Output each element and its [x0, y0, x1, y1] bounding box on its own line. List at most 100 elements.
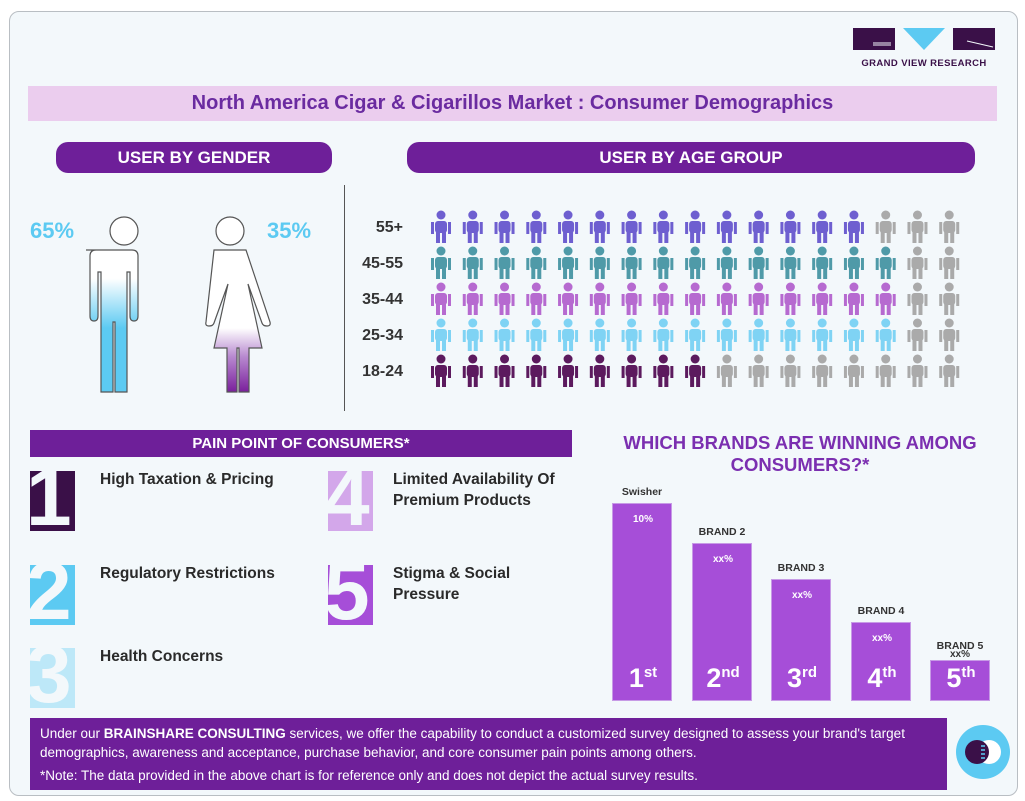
- pain-number-2-icon: 2: [30, 565, 75, 625]
- elderly-person-icon: [558, 210, 579, 243]
- couple-icon: [653, 318, 674, 351]
- running-person-icon: [843, 354, 864, 387]
- page-title: North America Cigar & Cigarillos Market …: [28, 86, 997, 121]
- family-icon: [875, 282, 896, 315]
- brand-rank: 3rd: [772, 663, 832, 694]
- running-person-icon: [780, 354, 801, 387]
- elderly-person-icon: [716, 210, 737, 243]
- pain-point-header: PAIN POINT OF CONSUMERS*: [30, 430, 572, 457]
- elderly-person-icon: [685, 210, 706, 243]
- elderly-person-icon: [907, 210, 928, 243]
- elderly-person-icon: [431, 210, 451, 243]
- age-row-25-34: [431, 318, 960, 351]
- family-icon: [558, 282, 579, 315]
- family-icon: [780, 246, 801, 279]
- couple-icon: [780, 318, 801, 351]
- family-icon: [431, 282, 451, 315]
- family-icon: [748, 246, 769, 279]
- brand-bar: xx% 5th: [930, 649, 991, 701]
- brand-value-label: 10%: [632, 514, 653, 525]
- running-person-icon: [494, 354, 515, 387]
- age-row-35-44: [431, 282, 960, 315]
- female-figure-icon: [205, 216, 271, 393]
- family-icon: [494, 246, 515, 279]
- brand-bar: xx% 2nd: [692, 543, 752, 701]
- pain-point-text: Stigma & Social Pressure: [393, 565, 511, 603]
- running-person-icon: [939, 354, 960, 387]
- brainshare-consulting-link[interactable]: BRAINSHARE CONSULTING: [103, 726, 286, 741]
- rank-suffix: nd: [721, 664, 740, 681]
- couple-icon: [462, 318, 483, 351]
- running-person-icon: [685, 354, 706, 387]
- family-icon: [907, 282, 928, 315]
- couple-icon: [843, 318, 864, 351]
- consulting-text: Under our BRAINSHARE CONSULTING services…: [40, 724, 937, 762]
- couple-icon: [748, 318, 769, 351]
- couple-icon: [431, 318, 451, 351]
- family-icon: [812, 282, 833, 315]
- infographic-frame: [9, 11, 1018, 796]
- family-icon: [653, 282, 674, 315]
- elderly-person-icon: [621, 210, 642, 243]
- couple-icon: [558, 318, 579, 351]
- pain-point-text: Limited Availability Of Premium Products: [393, 471, 555, 509]
- rank-suffix: rd: [802, 664, 818, 681]
- couple-icon: [685, 318, 706, 351]
- family-icon: [685, 246, 706, 279]
- family-icon: [685, 282, 706, 315]
- elderly-person-icon: [526, 210, 547, 243]
- elderly-person-icon: [875, 210, 896, 243]
- logo-text: GRAND VIEW RESEARCH: [861, 58, 987, 69]
- running-person-icon: [431, 354, 451, 387]
- family-icon: [621, 246, 642, 279]
- family-icon: [812, 246, 833, 279]
- brands-chart-title: WHICH BRANDS ARE WINNING AMONG CONSUMERS…: [623, 432, 977, 475]
- rank-number: 5: [946, 663, 962, 693]
- disclaimer-note: *Note: The data provided in the above ch…: [40, 768, 698, 783]
- couple-icon: [875, 318, 896, 351]
- brand-name: BRAND 3: [777, 562, 825, 574]
- running-person-icon: [907, 354, 928, 387]
- family-icon: [431, 246, 451, 279]
- consulting-info-box: Under our BRAINSHARE CONSULTING services…: [30, 718, 947, 790]
- pain-number: 3: [30, 648, 72, 708]
- footer-post: services, we offer the capability to con…: [40, 726, 905, 760]
- elderly-person-icon: [812, 210, 833, 243]
- couple-icon: [812, 318, 833, 351]
- brand-bar: 10% 1st: [612, 503, 672, 701]
- elderly-person-icon: [843, 210, 864, 243]
- pain-number: 5: [328, 565, 370, 625]
- running-person-icon: [526, 354, 547, 387]
- pain-number-5-icon: 5: [328, 565, 373, 625]
- pain-point-text: High Taxation & Pricing: [100, 471, 274, 488]
- family-icon: [526, 246, 547, 279]
- brand-value-label: xx%: [791, 590, 812, 601]
- pain-number-1-icon: 1: [30, 471, 75, 531]
- age-row-45-55: [431, 246, 960, 279]
- family-icon: [843, 282, 864, 315]
- brand-rank: 2nd: [693, 663, 753, 694]
- brand-name: BRAND 2: [698, 526, 746, 538]
- brand-rank: 5th: [931, 663, 991, 694]
- brainshare-icon[interactable]: [955, 724, 1011, 780]
- age-row-55+: [431, 210, 960, 243]
- couple-icon: [494, 318, 515, 351]
- female-percentage: 35%: [267, 218, 312, 243]
- pain-point-text: Regulatory Restrictions: [100, 565, 275, 582]
- gender-header: USER BY GENDER: [56, 142, 332, 173]
- family-icon: [875, 246, 896, 279]
- age-label: 55+: [375, 219, 403, 236]
- age-label: 18-24: [362, 363, 403, 380]
- brand-value-label: xx%: [949, 649, 970, 660]
- family-icon: [780, 282, 801, 315]
- section-divider: [344, 185, 345, 411]
- elderly-person-icon: [494, 210, 515, 243]
- running-person-icon: [589, 354, 610, 387]
- age-label: 45-55: [362, 255, 403, 272]
- brand-value-label: xx%: [712, 554, 733, 565]
- couple-icon: [621, 318, 642, 351]
- brand-name: BRAND 5: [936, 640, 984, 652]
- family-icon: [462, 282, 483, 315]
- rank-number: 4: [867, 663, 883, 693]
- family-icon: [526, 282, 547, 315]
